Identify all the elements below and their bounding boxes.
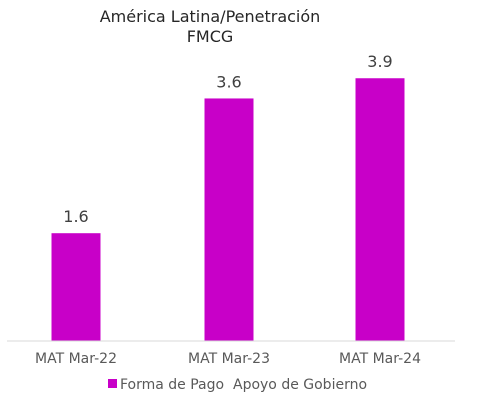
legend: Forma de Pago Apoyo de Gobierno xyxy=(108,377,367,393)
data-labels-group: 1.6 3.6 3.9 xyxy=(63,52,392,226)
x-tick-label-1: MAT Mar-22 xyxy=(35,351,117,367)
bar-2 xyxy=(204,98,254,341)
legend-label: Forma de Pago Apoyo de Gobierno xyxy=(120,377,367,393)
x-tick-label-2: MAT Mar-23 xyxy=(188,351,270,367)
bars-group xyxy=(51,78,405,342)
legend-swatch xyxy=(108,379,117,388)
x-tick-label-3: MAT Mar-24 xyxy=(339,351,421,367)
data-label-1: 1.6 xyxy=(63,207,88,226)
chart-title: América Latina/Penetración xyxy=(100,7,321,26)
bar-1 xyxy=(51,233,101,341)
data-label-2: 3.6 xyxy=(216,72,241,91)
bar-3 xyxy=(355,78,405,342)
data-label-3: 3.9 xyxy=(367,52,392,71)
x-tick-labels: MAT Mar-22 MAT Mar-23 MAT Mar-24 xyxy=(35,351,421,367)
chart-subtitle: FMCG xyxy=(187,27,234,46)
